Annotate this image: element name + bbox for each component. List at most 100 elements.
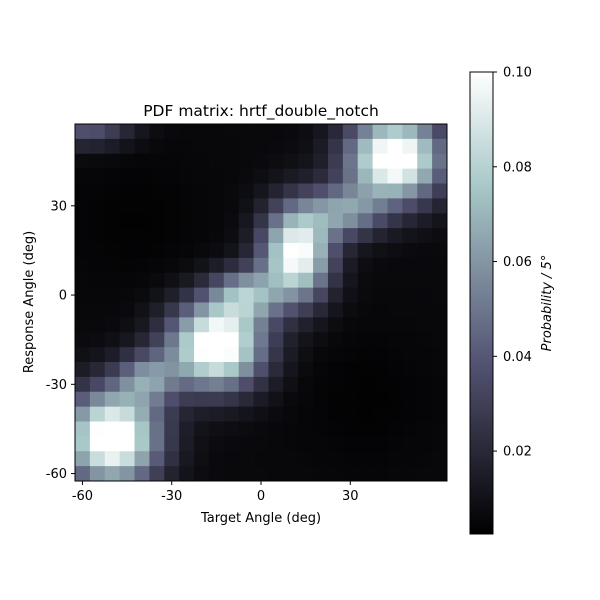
heatmap-cell bbox=[268, 347, 284, 363]
heatmap-cell bbox=[253, 138, 269, 155]
heatmap-cell bbox=[402, 391, 418, 408]
heatmap-cell bbox=[104, 198, 121, 214]
heatmap-cell bbox=[372, 138, 388, 155]
heatmap-cell bbox=[179, 198, 195, 214]
heatmap-cell bbox=[298, 138, 314, 155]
heatmap-cell bbox=[342, 272, 359, 289]
heatmap-cell bbox=[402, 302, 418, 318]
heatmap-cell bbox=[268, 213, 284, 229]
heatmap-cell bbox=[75, 124, 91, 140]
heatmap-cell bbox=[238, 287, 254, 303]
heatmap-cell bbox=[253, 124, 269, 140]
heatmap-cell bbox=[134, 362, 150, 378]
heatmap-cell bbox=[134, 124, 150, 140]
heatmap-cell bbox=[164, 421, 180, 437]
heatmap-cell bbox=[298, 183, 314, 199]
heatmap-cell bbox=[417, 332, 433, 348]
heatmap-cell bbox=[402, 332, 418, 348]
heatmap-cell bbox=[253, 347, 269, 363]
heatmap-cell bbox=[372, 466, 388, 482]
heatmap-cell bbox=[238, 466, 254, 482]
heatmap-cell bbox=[104, 124, 121, 140]
heatmap-cell bbox=[223, 376, 240, 393]
y-tick-label: 0 bbox=[59, 289, 67, 304]
heatmap-cell bbox=[89, 436, 106, 452]
heatmap-cell bbox=[149, 362, 165, 378]
heatmap-cell bbox=[208, 421, 225, 437]
heatmap-cell bbox=[372, 347, 388, 363]
heatmap-cell bbox=[89, 213, 106, 229]
heatmap-cell bbox=[223, 228, 240, 244]
heatmap-cell bbox=[75, 198, 91, 214]
heatmap-cell bbox=[119, 124, 135, 140]
heatmap-cell bbox=[402, 213, 418, 229]
heatmap-cell bbox=[283, 391, 299, 408]
heatmap-cell bbox=[75, 332, 91, 348]
heatmap-cell bbox=[75, 257, 91, 274]
heatmap-cell bbox=[104, 257, 121, 274]
heatmap-cell bbox=[238, 243, 254, 259]
heatmap-cell bbox=[327, 213, 344, 229]
heatmap-cell bbox=[119, 138, 135, 155]
heatmap-cell bbox=[432, 406, 448, 422]
heatmap-cell bbox=[164, 243, 180, 259]
heatmap-cell bbox=[327, 466, 344, 482]
heatmap-cell bbox=[194, 391, 210, 408]
heatmap-cell bbox=[194, 124, 210, 140]
heatmap-cell bbox=[208, 243, 225, 259]
heatmap-cell bbox=[223, 347, 240, 363]
heatmap-cell bbox=[253, 302, 269, 318]
heatmap-cell bbox=[119, 406, 135, 422]
heatmap-cell bbox=[89, 257, 106, 274]
heatmap-cell bbox=[268, 183, 284, 199]
heatmap-cell bbox=[164, 228, 180, 244]
heatmap-cell bbox=[238, 124, 254, 140]
heatmap-cell bbox=[387, 317, 403, 333]
heatmap-cell bbox=[104, 213, 121, 229]
heatmap-cell bbox=[432, 391, 448, 408]
heatmap-cell bbox=[298, 272, 314, 289]
heatmap-cell bbox=[253, 421, 269, 437]
heatmap-cell bbox=[208, 124, 225, 140]
heatmap-cell bbox=[223, 332, 240, 348]
heatmap-cell bbox=[104, 466, 121, 482]
heatmap-cell bbox=[104, 183, 121, 199]
heatmap-cell bbox=[149, 272, 165, 289]
heatmap-cell bbox=[75, 466, 91, 482]
heatmap-cell bbox=[298, 347, 314, 363]
heatmap-cell bbox=[119, 376, 135, 393]
y-tick-label: -60 bbox=[46, 467, 67, 482]
heatmap-cell bbox=[194, 257, 210, 274]
heatmap-cell bbox=[223, 257, 240, 274]
heatmap-cell bbox=[268, 228, 284, 244]
heatmap-cell bbox=[164, 138, 180, 155]
heatmap-cell bbox=[179, 317, 195, 333]
heatmap-cell bbox=[327, 347, 344, 363]
heatmap-cell bbox=[134, 302, 150, 318]
heatmap-cell bbox=[268, 153, 284, 170]
heatmap-cell bbox=[119, 243, 135, 259]
heatmap-cell bbox=[402, 183, 418, 199]
heatmap-cell bbox=[179, 466, 195, 482]
heatmap-cell bbox=[89, 347, 106, 363]
heatmap-cell bbox=[357, 183, 373, 199]
heatmap-cell bbox=[119, 272, 135, 289]
heatmap-cell bbox=[313, 347, 329, 363]
heatmap-cell bbox=[75, 302, 91, 318]
heatmap-cell bbox=[387, 198, 403, 214]
heatmap-cell bbox=[402, 347, 418, 363]
heatmap-cell bbox=[104, 332, 121, 348]
heatmap-cell bbox=[372, 302, 388, 318]
heatmap-cell bbox=[119, 228, 135, 244]
heatmap-cell bbox=[402, 168, 418, 184]
heatmap-cell bbox=[75, 153, 91, 170]
heatmap-cell bbox=[179, 168, 195, 184]
heatmap-cell bbox=[223, 451, 240, 467]
heatmap-cell bbox=[238, 272, 254, 289]
colorbar-ticks: 0.02 0.04 0.06 0.08 0.10 bbox=[493, 66, 532, 460]
heatmap-cell bbox=[149, 228, 165, 244]
heatmap-cell bbox=[119, 257, 135, 274]
heatmap-cell bbox=[432, 466, 448, 482]
heatmap-cell bbox=[89, 466, 106, 482]
heatmap-cell bbox=[283, 347, 299, 363]
